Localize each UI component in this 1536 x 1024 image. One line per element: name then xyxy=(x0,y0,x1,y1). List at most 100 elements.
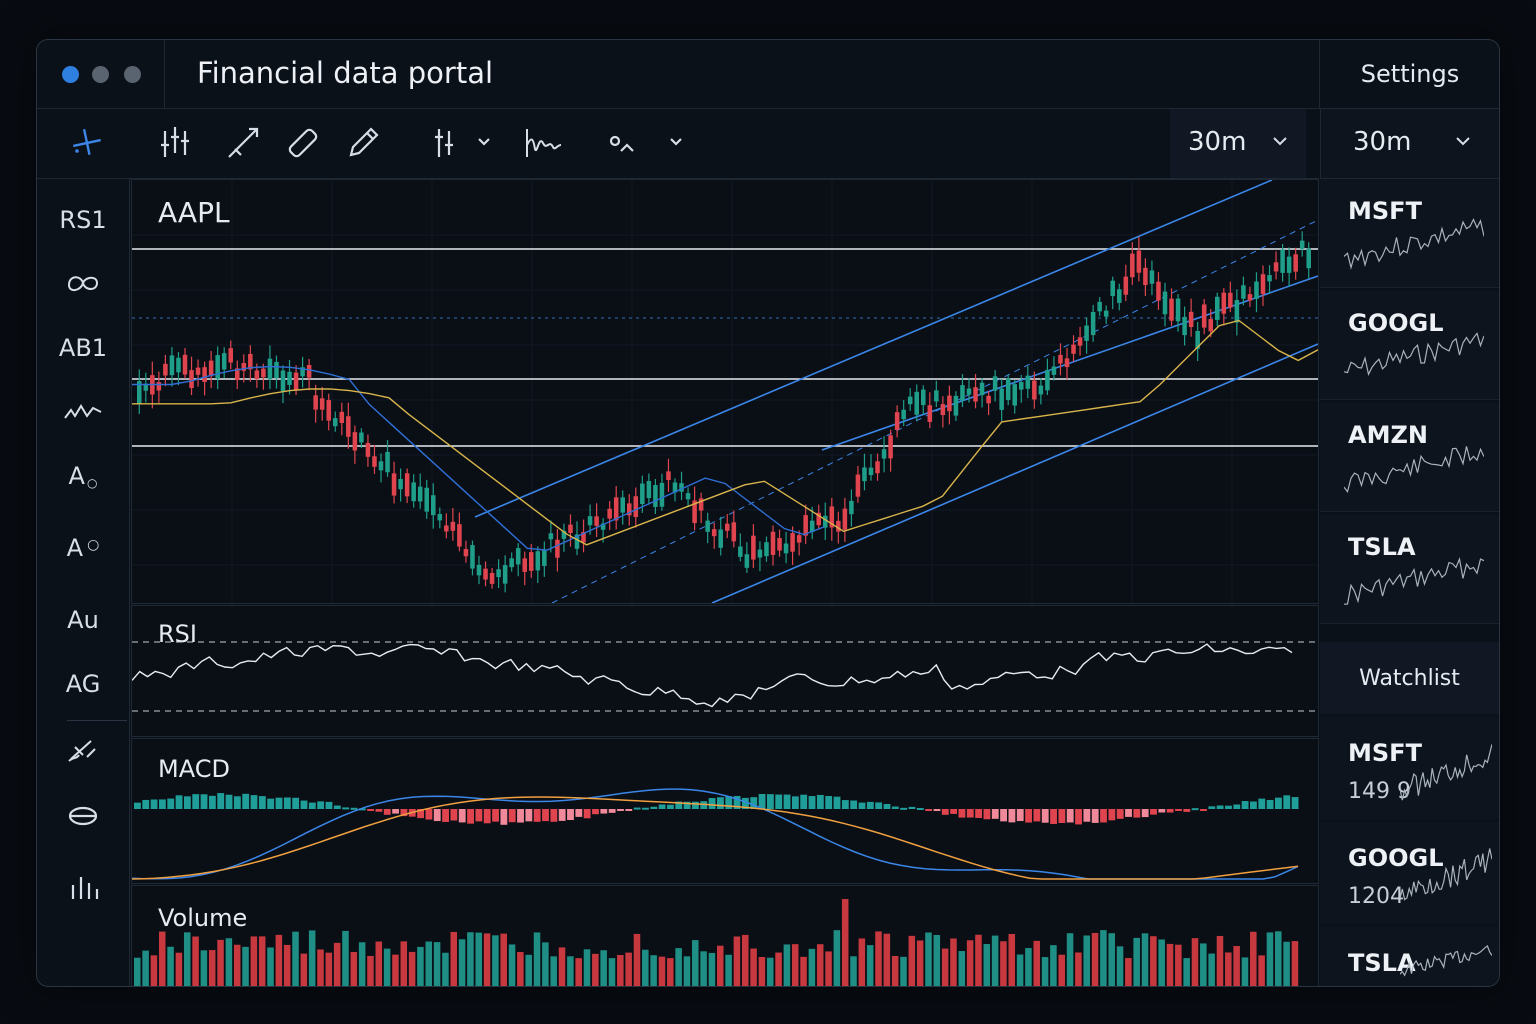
sidebar-item-rs1[interactable]: RS1 xyxy=(37,195,129,245)
candle xyxy=(1208,319,1213,332)
macd-histogram-bar xyxy=(275,797,283,809)
candle xyxy=(803,515,808,536)
candle xyxy=(1025,375,1031,389)
pencil-icon[interactable] xyxy=(345,125,381,161)
sidebar-item-database[interactable] xyxy=(37,791,129,841)
moving-average-fast xyxy=(132,365,825,551)
macd-histogram-bar xyxy=(958,809,966,818)
macd-histogram-bar xyxy=(1016,809,1024,822)
mini-chart-googl[interactable]: GOOGL xyxy=(1320,291,1499,400)
macd-histogram-bar xyxy=(1183,809,1191,812)
indicators-icon[interactable] xyxy=(433,125,493,161)
volume-bar xyxy=(683,956,691,986)
candle xyxy=(934,390,939,402)
sidebar-item-label: RS1 xyxy=(59,206,107,234)
macd-histogram-bar xyxy=(775,794,783,809)
sidebar-item-label: A xyxy=(68,462,85,490)
sidebar-item-bars[interactable] xyxy=(37,861,129,911)
volume-bar xyxy=(975,934,982,986)
timeframe-select[interactable]: 30m xyxy=(1170,109,1306,178)
watchlist-item-msft[interactable]: MSFT 149 9 xyxy=(1320,717,1499,819)
trend-line-icon[interactable] xyxy=(225,125,261,161)
shapes-icon[interactable] xyxy=(603,125,693,161)
macd-histogram-bar xyxy=(1258,798,1266,809)
volume-bar xyxy=(1075,952,1082,986)
settings-button[interactable]: Settings xyxy=(1319,40,1499,109)
candle xyxy=(182,354,188,375)
candle xyxy=(352,432,358,451)
macd-histogram-bar xyxy=(1000,809,1007,822)
volume-bar xyxy=(167,946,174,986)
sidebar-item-au[interactable]: Au xyxy=(37,595,129,645)
candle xyxy=(770,531,776,555)
sidebar-item-text-a[interactable]: A ○ xyxy=(37,451,129,501)
volume-bar xyxy=(941,948,949,986)
wave-icon[interactable] xyxy=(523,125,563,161)
candle xyxy=(999,388,1004,410)
timeframe-select-secondary[interactable]: 30m xyxy=(1320,109,1499,179)
price-chart-pane[interactable]: AAPL xyxy=(131,179,1319,604)
macd-histogram-bar xyxy=(1200,809,1207,811)
candle xyxy=(444,525,449,532)
candle xyxy=(502,565,508,584)
macd-histogram-bar xyxy=(350,807,358,810)
watchlist-item-tsla[interactable]: TSLA xyxy=(1320,927,1499,986)
sidebar-item-wave[interactable] xyxy=(37,387,129,437)
candle xyxy=(1260,274,1266,294)
sidebar-item-text-a2[interactable]: A ○ xyxy=(37,523,129,573)
candle xyxy=(457,524,462,547)
volume-bar xyxy=(658,956,666,986)
candles-icon[interactable] xyxy=(157,125,193,161)
volume-pane[interactable]: Volume xyxy=(131,885,1319,986)
candle xyxy=(306,364,312,378)
macd-histogram-bar xyxy=(1075,809,1082,825)
volume-bar xyxy=(733,936,741,986)
mini-chart-amzn[interactable]: AMZN xyxy=(1320,403,1499,512)
mini-chart-symbol: MSFT xyxy=(1348,197,1422,225)
macd-histogram-bar xyxy=(1008,809,1016,823)
candle xyxy=(267,358,273,380)
candle xyxy=(986,395,991,404)
macd-histogram-bar xyxy=(225,794,233,809)
window-maximize-dot[interactable] xyxy=(124,66,141,83)
sidebar-item-ag[interactable]: AG xyxy=(37,659,129,709)
mini-chart-msft[interactable]: MSFT xyxy=(1320,179,1499,288)
sidebar-item-loop[interactable] xyxy=(37,259,129,309)
volume-chart xyxy=(134,899,1299,986)
rsi-pane[interactable]: RSI xyxy=(131,605,1319,737)
macd-histogram-bar xyxy=(342,807,350,810)
volume-bar xyxy=(217,939,224,986)
crosshair-icon[interactable] xyxy=(67,125,107,161)
candle xyxy=(914,391,919,415)
watchlist-price: 1204 xyxy=(1348,884,1404,909)
macd-histogram-bar xyxy=(617,809,624,811)
candle xyxy=(522,558,527,572)
candle xyxy=(254,370,260,380)
macd-histogram-bar xyxy=(500,809,508,825)
window-minimize-dot[interactable] xyxy=(92,66,109,83)
ruler-icon[interactable] xyxy=(285,125,321,161)
macd-label: MACD xyxy=(158,755,230,783)
candle xyxy=(424,487,429,512)
macd-histogram-bar xyxy=(916,807,924,810)
watchlist-item-googl[interactable]: GOOGL 1204 xyxy=(1320,822,1499,924)
volume-bar xyxy=(467,932,474,986)
macd-pane[interactable]: MACD xyxy=(131,738,1319,884)
macd-histogram-bar xyxy=(375,809,383,812)
mini-chart-tsla[interactable]: TSLA xyxy=(1320,515,1499,624)
sidebar-item-brush[interactable] xyxy=(37,725,129,775)
macd-histogram-bar xyxy=(325,801,333,809)
rsi-chart xyxy=(132,641,1318,712)
database-icon xyxy=(68,806,98,826)
macd-histogram-bar xyxy=(425,809,433,820)
candle xyxy=(300,367,305,377)
sidebar-item-ab1[interactable]: AB1 xyxy=(37,323,129,373)
candle xyxy=(842,508,848,530)
volume-bar xyxy=(500,933,507,986)
candle xyxy=(627,503,632,516)
macd-histogram-bar xyxy=(900,807,908,810)
window-close-dot[interactable] xyxy=(62,66,79,83)
macd-histogram-bar xyxy=(758,794,766,809)
volume-bar xyxy=(833,930,841,986)
mini-chart-symbol: AMZN xyxy=(1348,421,1428,449)
